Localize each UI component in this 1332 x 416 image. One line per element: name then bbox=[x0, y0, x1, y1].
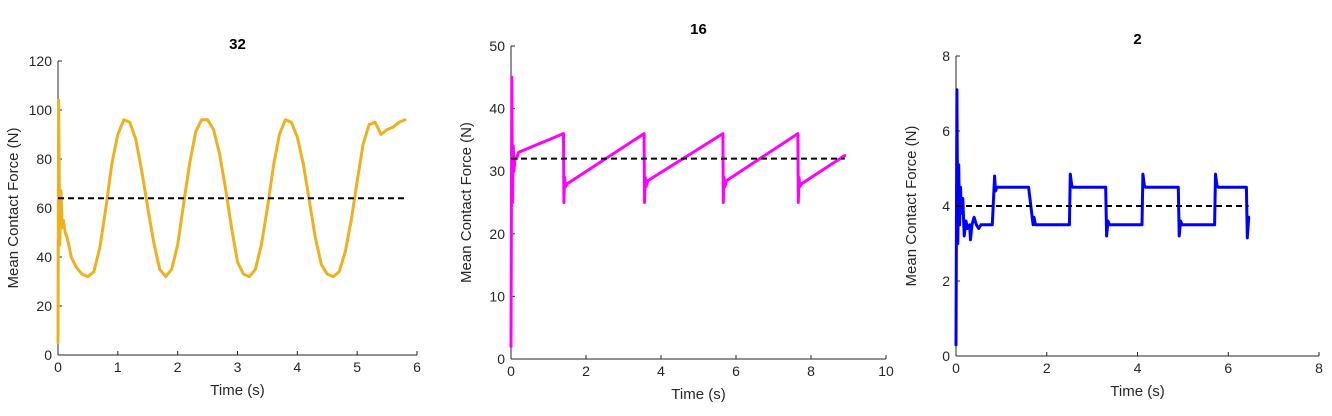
x-axis-label: Time (s) bbox=[210, 382, 264, 399]
x-tick-label: 8 bbox=[807, 363, 815, 379]
y-tick-label: 0 bbox=[44, 347, 52, 363]
y-tick-label: 0 bbox=[942, 348, 950, 364]
y-tick-label: 8 bbox=[942, 48, 950, 64]
series-line-0 bbox=[509, 75, 847, 348]
x-tick-label: 6 bbox=[1224, 360, 1232, 376]
x-tick-label: 2 bbox=[582, 363, 590, 379]
y-tick-label: 0 bbox=[497, 351, 505, 367]
y-tick-label: 60 bbox=[36, 200, 52, 216]
chart-title: 16 bbox=[690, 21, 707, 38]
chart-panel-1: 0 2 4 6 8 10 0 10 20 30 40 50 16 Time (s) Mean Contact… bbox=[458, 21, 894, 403]
y-tick-label: 80 bbox=[36, 151, 52, 167]
y-tick-label: 10 bbox=[489, 288, 505, 304]
x-tick-label: 8 bbox=[1315, 360, 1323, 376]
y-tick-label: 2 bbox=[942, 273, 950, 289]
x-axis-label: Time (s) bbox=[1110, 383, 1164, 400]
series-line-0 bbox=[56, 98, 407, 345]
x-axis-label: Time (s) bbox=[671, 386, 725, 403]
x-tick-label: 2 bbox=[174, 359, 182, 375]
y-tick-label: 20 bbox=[489, 226, 505, 242]
x-tick-label: 1 bbox=[114, 359, 122, 375]
y-tick-label: 100 bbox=[29, 102, 53, 118]
x-tick-label: 6 bbox=[413, 359, 421, 375]
x-tick-label: 5 bbox=[353, 359, 361, 375]
y-tick-label: 6 bbox=[942, 123, 950, 139]
y-tick-label: 4 bbox=[942, 198, 950, 214]
x-tick-label: 0 bbox=[507, 363, 515, 379]
y-axis-label: Mean Contact Force (N) bbox=[903, 126, 920, 287]
chart-panel-2: 0 2 4 6 8 0 2 4 6 8 2 Time (s) Mean Contact Force (N… bbox=[903, 31, 1323, 400]
y-tick-label: 40 bbox=[36, 249, 52, 265]
x-tick-label: 2 bbox=[1043, 360, 1051, 376]
x-tick-label: 3 bbox=[234, 359, 242, 375]
y-tick-label: 20 bbox=[36, 298, 52, 314]
x-tick-label: 6 bbox=[732, 363, 740, 379]
x-tick-label: 4 bbox=[293, 359, 301, 375]
y-tick-label: 120 bbox=[29, 53, 53, 69]
y-tick-label: 50 bbox=[489, 38, 505, 54]
y-axis-label: Mean Contact Force (N) bbox=[5, 128, 22, 289]
x-tick-label: 4 bbox=[1134, 360, 1142, 376]
y-tick-label: 30 bbox=[489, 163, 505, 179]
y-axis-label: Mean Contact Force (N) bbox=[458, 122, 475, 283]
chart-title: 2 bbox=[1133, 31, 1141, 48]
series-line-0 bbox=[954, 88, 1251, 347]
chart-title: 32 bbox=[229, 36, 246, 53]
x-tick-label: 0 bbox=[952, 360, 960, 376]
x-tick-label: 0 bbox=[54, 359, 62, 375]
x-tick-label: 10 bbox=[878, 363, 894, 379]
y-tick-label: 40 bbox=[489, 101, 505, 117]
x-tick-label: 4 bbox=[657, 363, 665, 379]
